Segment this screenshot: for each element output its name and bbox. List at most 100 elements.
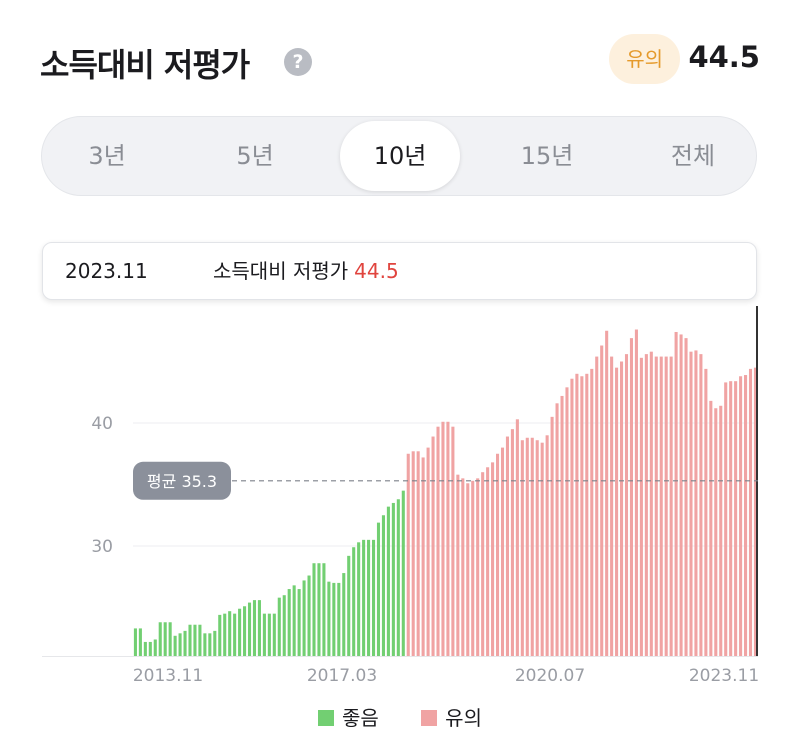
bar-good xyxy=(163,622,167,656)
bar-caution xyxy=(515,419,519,656)
bar-good xyxy=(381,515,385,656)
bar-caution xyxy=(629,338,633,656)
bar-caution xyxy=(585,373,589,656)
bar-good xyxy=(396,499,400,656)
bar-good xyxy=(198,624,202,656)
bar-caution xyxy=(748,368,753,656)
bar-caution xyxy=(476,478,480,656)
bar-caution xyxy=(525,437,529,656)
bar-caution xyxy=(505,436,509,656)
bar-caution xyxy=(486,467,490,656)
bar-good xyxy=(391,502,395,656)
bar-caution xyxy=(644,354,648,656)
bar-caution xyxy=(500,447,505,656)
legend-swatch-good xyxy=(318,710,334,726)
bar-good xyxy=(133,628,137,656)
period-tabs: 3년 5년 10년 15년 전체 xyxy=(41,116,757,196)
bar-good xyxy=(173,635,177,656)
bar-caution xyxy=(669,356,673,656)
bar-good xyxy=(218,614,222,656)
tab-3y[interactable]: 3년 xyxy=(88,142,126,170)
bar-caution xyxy=(550,416,554,656)
bar-caution xyxy=(520,440,524,656)
bar-caution xyxy=(689,351,693,656)
bar-caution xyxy=(595,356,599,656)
bar-caution xyxy=(530,437,534,656)
bar-caution xyxy=(461,478,465,656)
tooltip-label: 소득대비 저평가 44.5 xyxy=(213,243,399,299)
bar-caution xyxy=(634,329,638,656)
x-tick-label: 2023.11 xyxy=(689,666,759,686)
bar-good xyxy=(262,613,266,656)
bar-good xyxy=(143,641,147,656)
bar-caution xyxy=(610,356,614,656)
bar-caution xyxy=(491,462,495,656)
bar-good xyxy=(342,573,346,656)
bar-caution xyxy=(565,387,569,656)
bar-good xyxy=(332,582,336,656)
bar-caution xyxy=(729,381,733,656)
bar-good xyxy=(277,597,281,656)
bar-good xyxy=(357,542,361,656)
bar-caution xyxy=(421,457,425,656)
tooltip-label-text: 소득대비 저평가 xyxy=(213,259,349,283)
bar-good xyxy=(223,613,227,656)
bar-caution xyxy=(719,405,723,656)
bar-caution xyxy=(664,356,668,656)
legend-label-caution: 유의 xyxy=(445,706,482,730)
bar-caution xyxy=(590,368,594,656)
x-tick-label: 2017.03 xyxy=(307,666,377,686)
bar-good xyxy=(282,595,286,656)
bar-caution xyxy=(704,368,708,656)
bar-good xyxy=(267,613,271,656)
tab-5y[interactable]: 5년 xyxy=(236,142,274,170)
bar-caution xyxy=(570,378,574,656)
bar-caution xyxy=(684,338,688,656)
bar-good xyxy=(367,539,371,656)
bar-good xyxy=(188,624,192,656)
bar-good xyxy=(213,630,217,656)
bar-caution xyxy=(624,354,629,656)
bar-good xyxy=(228,611,232,656)
bar-good xyxy=(376,522,381,656)
bar-good xyxy=(362,539,366,656)
x-tick-label: 2020.07 xyxy=(515,666,585,686)
bar-caution xyxy=(615,367,619,656)
bar-good xyxy=(322,563,326,656)
bar-good xyxy=(347,555,351,656)
tab-10y[interactable]: 10년 xyxy=(340,121,460,191)
bar-caution xyxy=(659,356,663,656)
bar-caution xyxy=(734,381,738,656)
bar-caution xyxy=(426,447,430,656)
bar-good xyxy=(168,622,172,656)
tooltip-date: 2023.11 xyxy=(65,259,148,283)
legend-item-caution: 유의 xyxy=(421,702,482,731)
y-tick-label: 30 xyxy=(91,537,113,557)
y-tick-label: 40 xyxy=(91,414,113,434)
bar-caution xyxy=(431,436,435,656)
bar-good xyxy=(401,490,405,656)
bar-good xyxy=(158,622,162,656)
bar-caution xyxy=(436,426,440,656)
bar-caution xyxy=(654,356,658,656)
average-label-box xyxy=(133,461,231,500)
bar-caution xyxy=(753,367,758,656)
bar-caution xyxy=(744,375,748,656)
bar-good xyxy=(252,600,257,656)
bar-caution xyxy=(600,345,604,656)
tooltip-value: 44.5 xyxy=(354,259,399,283)
question-circle-icon[interactable]: ? xyxy=(284,48,312,76)
bar-good xyxy=(203,633,207,656)
bar-caution xyxy=(540,442,544,656)
bar-caution xyxy=(709,400,713,656)
legend-swatch-caution xyxy=(421,710,438,726)
bar-good xyxy=(307,575,311,656)
bar-caution xyxy=(555,403,559,656)
chart-legend: 좋음 유의 xyxy=(0,702,800,731)
tab-15y[interactable]: 15년 xyxy=(520,142,574,170)
bar-caution xyxy=(649,351,653,656)
page-title: 소득대비 저평가 xyxy=(40,46,250,84)
tab-all[interactable]: 전체 xyxy=(670,142,716,170)
bar-good xyxy=(233,613,237,656)
bar-caution xyxy=(411,451,415,656)
